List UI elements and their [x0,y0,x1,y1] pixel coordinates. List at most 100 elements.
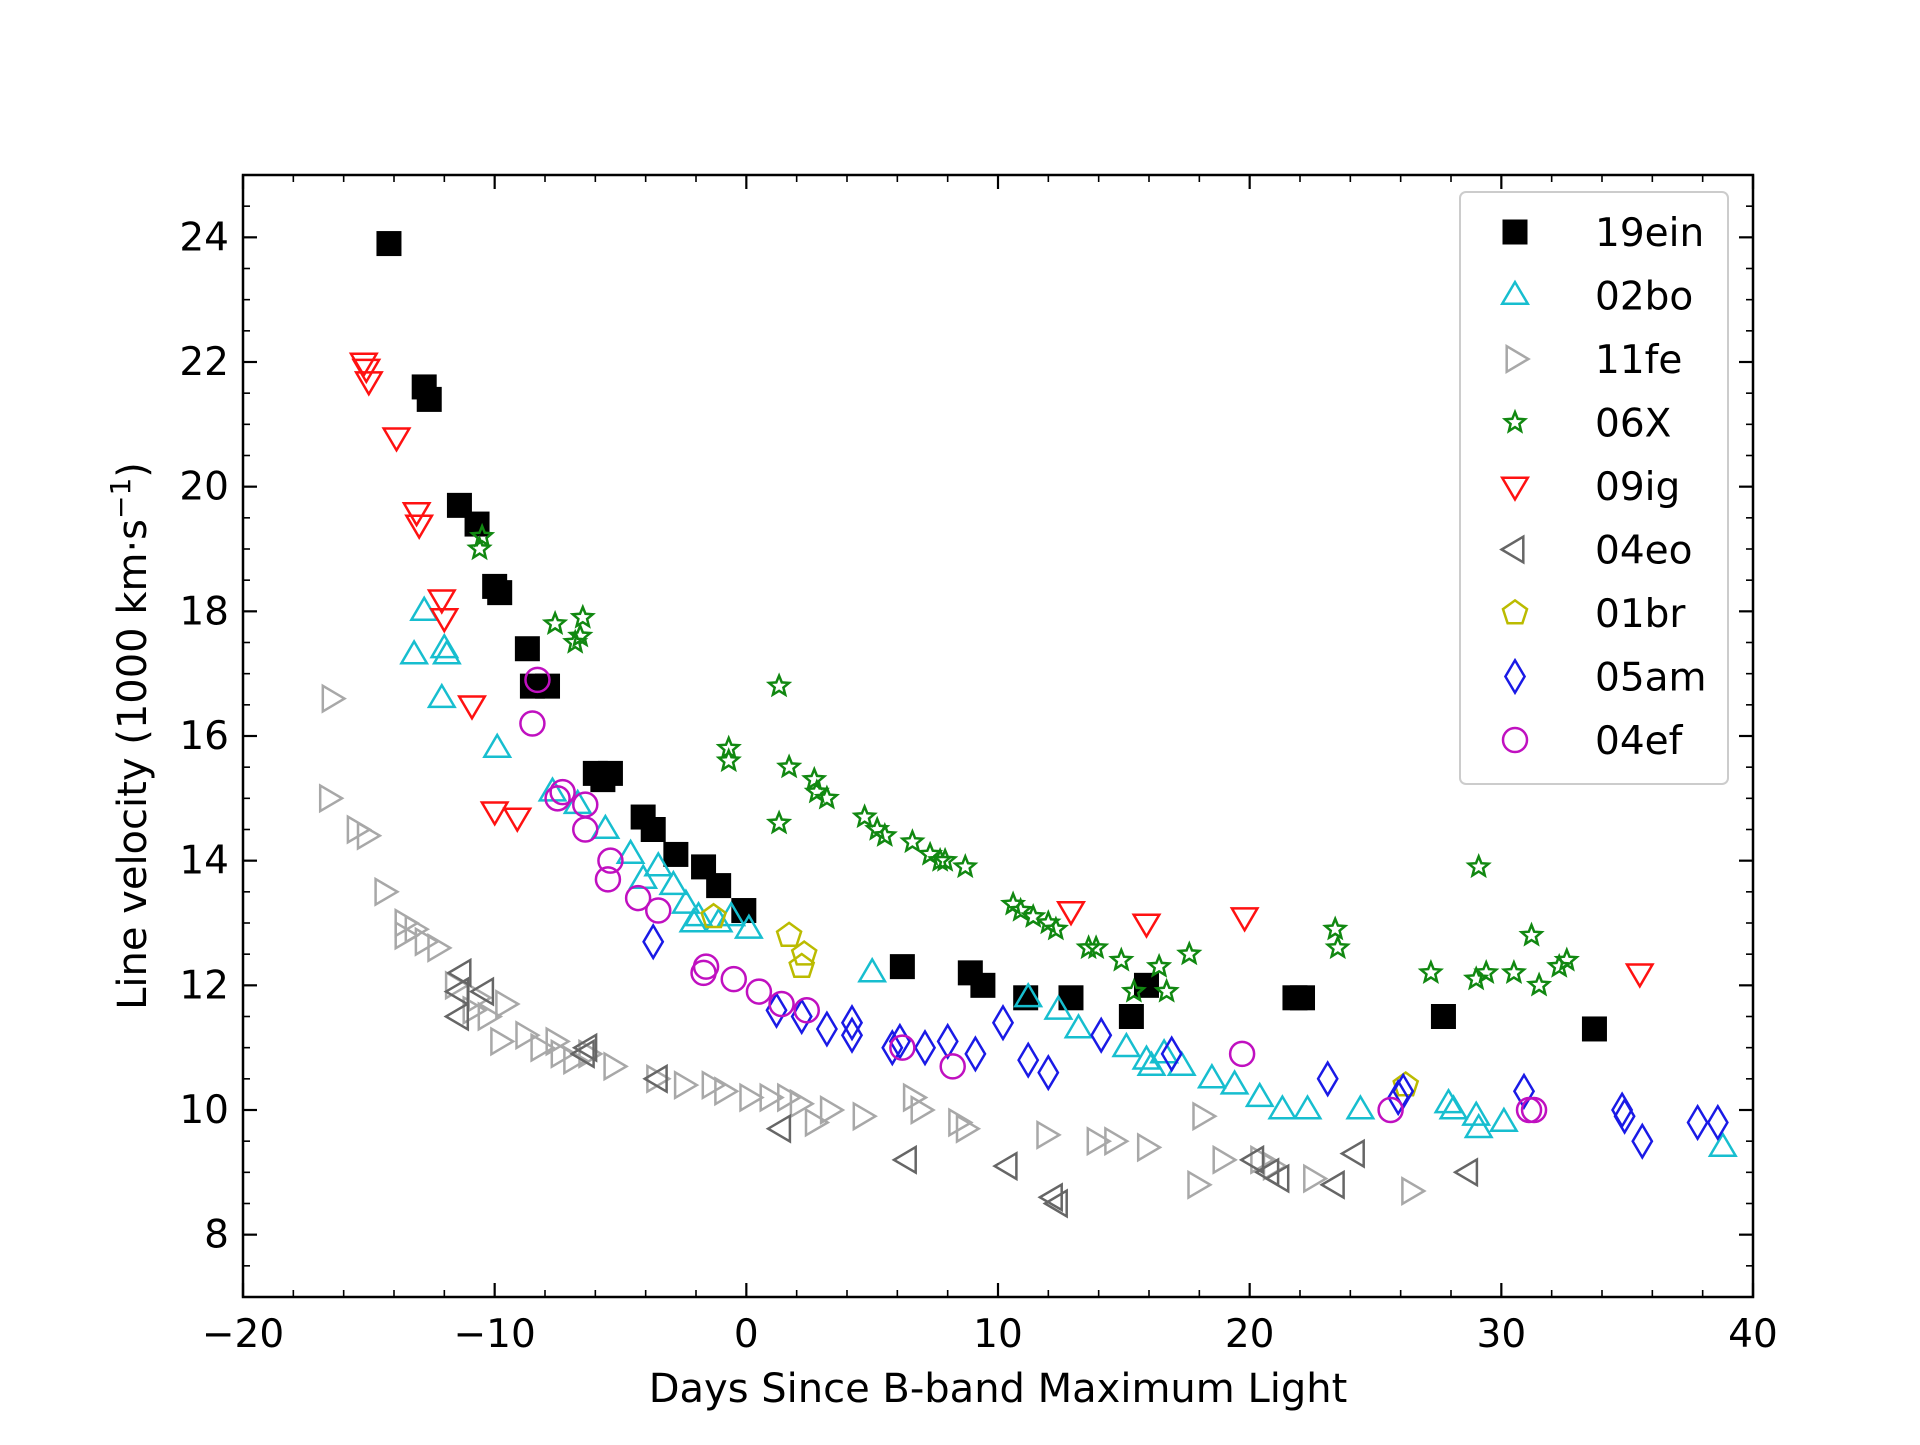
legend-marker-06X [1501,408,1529,434]
data-point-04ef-1 [519,710,546,737]
data-point-04eo-14 [1263,1163,1290,1194]
data-point-06X-1 [466,535,493,561]
data-point-06X-14 [851,803,878,829]
data-point-05am-0 [642,923,665,961]
legend-label-19ein: 19ein [1595,211,1704,256]
data-point-09ig-9 [479,801,510,827]
data-point-06X-20 [932,846,959,872]
data-point-19ein-28 [1430,1004,1456,1029]
data-point-11fe-12 [462,995,488,1026]
data-point-05am-16 [1316,1060,1339,1098]
data-point-02bo-38 [1488,1106,1519,1133]
data-point-02bo-21 [1043,994,1074,1020]
data-point-02bo-10 [628,863,659,889]
data-point-04eo-16 [1339,1138,1365,1169]
data-point-02bo-22 [1063,1013,1094,1039]
legend-entry-04ef: 04ef [1501,719,1684,764]
y-axis-title-sup: −1 [104,478,137,519]
legend-marker-19ein [1502,219,1528,245]
data-point-02bo-3 [431,639,462,665]
data-point-04eo-5 [569,1038,595,1069]
data-point-05am-11 [991,1004,1015,1042]
data-point-02bo-35 [1438,1094,1469,1120]
data-point-06X-8 [715,747,742,773]
data-point-09ig-2 [353,371,384,397]
data-point-04ef-0 [524,666,551,694]
legend-entries: 19ein 02bo 11fe 06X 09ig 04eo 01br 05am 04ef [1499,211,1707,764]
data-point-19ein-14 [640,817,666,842]
data-point-05am-19 [1512,1072,1536,1110]
legend-marker-02bo [1500,279,1530,306]
data-point-04ef-5 [572,816,599,843]
data-point-04ef-16 [889,1034,916,1061]
y-tick-label: 12 [179,963,229,1008]
y-axis-title-close: ) [110,462,156,478]
tick-labels: −20 −10 0 10 20 30 40 8 10 12 14 16 18 20 22 24 [179,215,1777,1357]
data-point-06X-28 [1083,934,1110,960]
data-point-19ein-7 [514,636,540,662]
data-point-11fe-36 [948,1107,974,1138]
data-point-04ef-14 [768,990,795,1018]
data-point-11fe-24 [673,1070,700,1100]
data-point-04eo-8 [891,1144,917,1175]
data-point-11fe-4 [374,876,400,907]
data-point-04ef-18 [1228,1040,1256,1068]
data-point-19ein-6 [487,580,513,606]
data-point-11fe-25 [701,1070,727,1100]
data-point-04ef-20 [1515,1096,1543,1124]
data-point-11fe-20 [563,1045,589,1076]
data-point-02bo-26 [1149,1038,1180,1064]
data-point-05am-4 [840,1004,864,1042]
data-point-04ef-9 [645,897,672,924]
data-point-11fe-41 [1136,1132,1163,1163]
data-point-11fe-39 [1086,1126,1113,1157]
data-point-05am-23 [1686,1103,1709,1142]
data-point-11fe-26 [714,1076,740,1107]
data-point-04eo-15 [1319,1169,1345,1200]
data-point-09ig-11 [1056,900,1086,927]
data-point-02bo-11 [643,851,674,877]
data-point-02bo-8 [590,813,621,840]
legend-marker-01br [1501,598,1529,625]
data-point-04eo-0 [446,957,472,988]
data-point-06X-31 [1176,940,1203,966]
data-point-11fe-18 [545,1026,571,1057]
data-point-11fe-31 [819,1095,846,1125]
series-09ig [348,352,1655,989]
series-04eo [443,957,1479,1219]
x-tick-label: 30 [1477,1312,1527,1357]
data-point-19ein-12 [597,760,623,786]
y-tick-label: 10 [179,1088,229,1133]
data-point-04ef-11 [690,959,717,987]
data-point-02bo-33 [1345,1094,1376,1120]
data-point-01br-0 [700,902,728,929]
data-point-05am-13 [1037,1053,1060,1092]
data-point-04ef-12 [720,965,747,993]
data-point-06X-24 [1020,902,1047,928]
data-point-02bo-29 [1219,1069,1250,1095]
data-point-09ig-3 [381,427,412,453]
x-tick-label: 40 [1728,1312,1778,1357]
legend-label-06X: 06X [1595,402,1671,447]
y-tick-label: 18 [179,589,229,634]
data-point-01br-1 [775,921,803,947]
data-point-02bo-20 [1013,981,1044,1008]
legend-marker-11fe [1505,344,1531,374]
data-point-04ef-8 [624,884,652,912]
data-point-02bo-4 [426,682,457,709]
legend-entry-05am: 05am [1503,656,1707,701]
data-point-06X-2 [541,609,569,636]
data-point-04eo-9 [992,1151,1018,1182]
data-point-11fe-17 [530,1032,556,1063]
data-point-06X-35 [1324,934,1351,960]
data-point-19ein-21 [970,972,996,998]
data-point-04ef-17 [939,1053,966,1080]
data-point-19ein-15 [663,841,689,867]
x-tick-label: 10 [973,1312,1023,1357]
legend-label-01br: 01br [1595,592,1686,637]
data-point-02bo-15 [678,907,709,933]
legend-entry-09ig: 09ig [1500,465,1680,510]
legend-label-09ig: 09ig [1595,465,1680,510]
data-point-06X-34 [1322,915,1349,941]
data-point-11fe-30 [789,1088,816,1119]
